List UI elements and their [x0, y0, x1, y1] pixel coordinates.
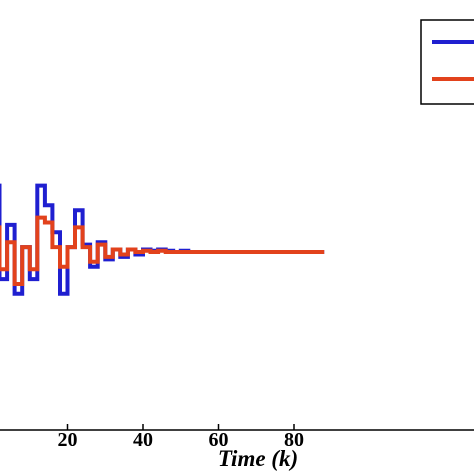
x-tick-label: 60: [209, 429, 229, 451]
axes-layer: 20 40 60 80: [0, 424, 474, 451]
x-tick-label: 40: [133, 429, 153, 451]
series-line-2: [0, 215, 325, 286]
legend: [420, 19, 474, 105]
legend-box: [420, 19, 474, 105]
x-axis-title: Time (k): [218, 446, 298, 471]
x-tick-label: 20: [58, 429, 78, 451]
series-layer: [0, 183, 325, 296]
x-tick-label: 80: [284, 429, 304, 451]
